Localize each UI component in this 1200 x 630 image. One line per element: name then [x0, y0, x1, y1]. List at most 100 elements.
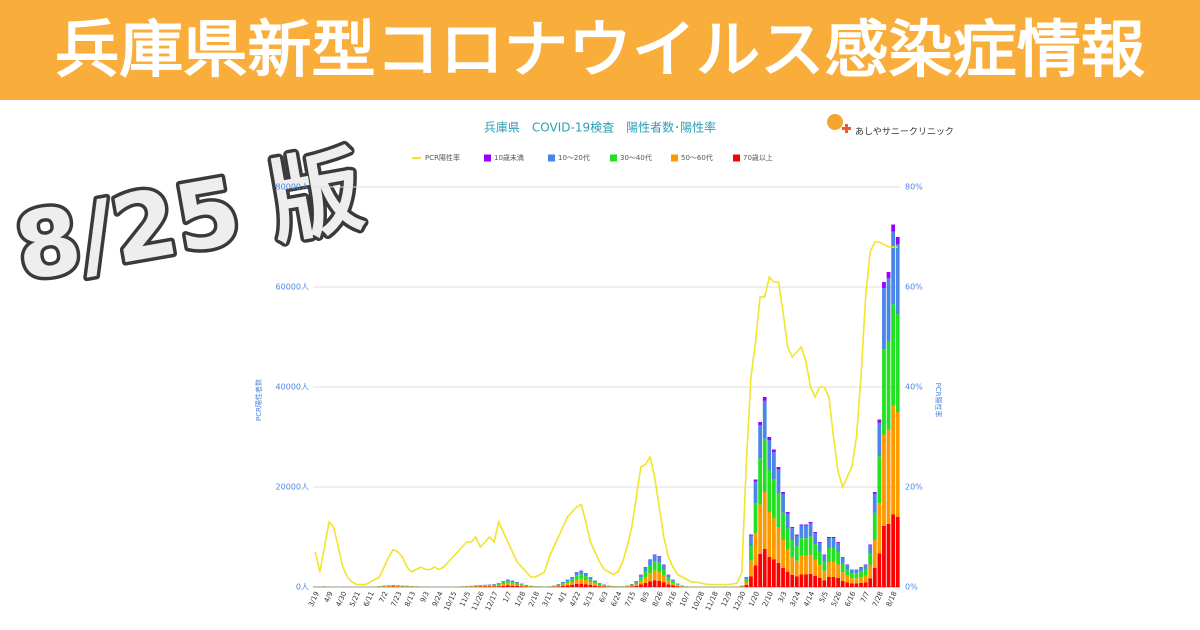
bar-segment — [771, 449, 776, 453]
bar-segment — [515, 583, 519, 585]
bar-segment — [744, 579, 749, 582]
bar-segment — [643, 567, 648, 572]
bar-segment — [767, 512, 772, 557]
x-tick-label: 5/26 — [830, 590, 844, 608]
x-tick-label: 3/3 — [777, 590, 789, 604]
bar-segment — [487, 585, 492, 587]
bar-segment — [895, 517, 900, 587]
bar-segment — [868, 544, 873, 546]
bar-segment — [675, 586, 680, 587]
bar-segment — [827, 562, 831, 577]
bar-segment — [492, 584, 497, 586]
bar-segment — [882, 349, 886, 435]
bar-segment — [817, 578, 822, 587]
bar-segment — [588, 585, 593, 587]
bar-segment — [496, 583, 501, 585]
legend-label: PCR陽性率 — [425, 153, 460, 162]
bar-segment — [822, 555, 827, 562]
bar-segment — [781, 493, 785, 513]
bar-segment — [666, 580, 671, 585]
bar-segment — [657, 580, 662, 587]
bar-segment — [524, 585, 529, 586]
x-tick-label: 10/15 — [443, 590, 459, 612]
bar-segment — [781, 492, 785, 494]
bar-segment — [808, 536, 813, 555]
bar-segment — [813, 576, 818, 587]
bar-segment — [602, 585, 607, 587]
bar-segment — [776, 467, 781, 470]
x-tick-label: 9/16 — [665, 590, 679, 608]
header-band — [0, 0, 1200, 100]
bar-segment — [872, 539, 877, 568]
bar-segment — [872, 492, 877, 494]
bar-segment — [840, 557, 845, 558]
bar-segment — [840, 557, 845, 564]
bar-segment — [524, 586, 529, 587]
bar-segment — [749, 535, 753, 547]
bar-segment — [561, 584, 565, 586]
bar-segment — [882, 288, 886, 350]
x-tick-label: 8/26 — [651, 590, 665, 608]
bar-segment — [597, 586, 602, 587]
x-tick-label: 7/2 — [378, 590, 390, 604]
bar-segment — [804, 525, 808, 539]
x-tick-label: 5/13 — [582, 590, 596, 608]
bar-segment — [808, 522, 813, 524]
bar-segment — [836, 578, 840, 587]
y2-tick-label: 20% — [905, 483, 923, 492]
bar-segment — [570, 582, 574, 585]
bar-segment — [561, 583, 565, 585]
bar-segment — [661, 564, 666, 570]
bar-segment — [886, 429, 891, 524]
bar-segment — [487, 584, 492, 586]
bar-segment — [836, 542, 840, 552]
bar-segment — [570, 579, 574, 582]
x-tick-label: 4/14 — [802, 590, 816, 608]
bar-segment — [804, 524, 808, 526]
bar-segment — [799, 538, 804, 556]
bar-segment — [776, 493, 781, 527]
y2-tick-label: 80% — [905, 183, 923, 192]
bar-segment — [515, 584, 519, 586]
legend-swatch — [733, 154, 740, 162]
bar-segment — [634, 584, 639, 586]
bar-segment — [882, 526, 886, 587]
bar-segment — [515, 582, 519, 584]
bar-segment — [515, 586, 519, 587]
bar-segment — [762, 492, 767, 549]
bar-segment — [822, 570, 827, 581]
bar-segment — [478, 585, 483, 586]
bar-segment — [854, 583, 859, 587]
bar-segment — [652, 580, 657, 587]
bar-segment — [391, 585, 396, 586]
x-tick-label: 11/18 — [704, 590, 720, 612]
x-tick-label: 6/16 — [844, 590, 858, 608]
x-tick-label: 9/3 — [419, 590, 431, 604]
bar-segment — [863, 564, 868, 570]
bar-segment — [753, 565, 758, 587]
bar-segment — [859, 571, 863, 577]
bar-segment — [593, 581, 597, 584]
bar-segment — [588, 577, 593, 580]
bar-segment — [666, 574, 671, 578]
bar-segment — [629, 584, 634, 586]
bar-segment — [386, 586, 391, 587]
bar-segment — [836, 551, 840, 565]
bar-segment — [597, 585, 602, 587]
bar-segment — [813, 532, 818, 534]
x-tick-label: 7/15 — [623, 590, 637, 608]
legend-swatch — [484, 154, 491, 162]
bar-segment — [799, 555, 804, 575]
bar-segment — [895, 412, 900, 517]
bar-segment — [776, 563, 781, 587]
y2-axis-title: PCR陽性率 — [934, 383, 943, 418]
bar-segment — [827, 537, 831, 538]
bar-segment — [776, 527, 781, 563]
x-tick-label: 6/24 — [610, 590, 624, 608]
bar-segment — [501, 584, 506, 586]
bar-segment — [827, 548, 831, 562]
bar-segment — [790, 527, 795, 529]
bar-segment — [785, 572, 790, 587]
bar-segment — [593, 585, 597, 587]
bar-segment — [487, 585, 492, 586]
